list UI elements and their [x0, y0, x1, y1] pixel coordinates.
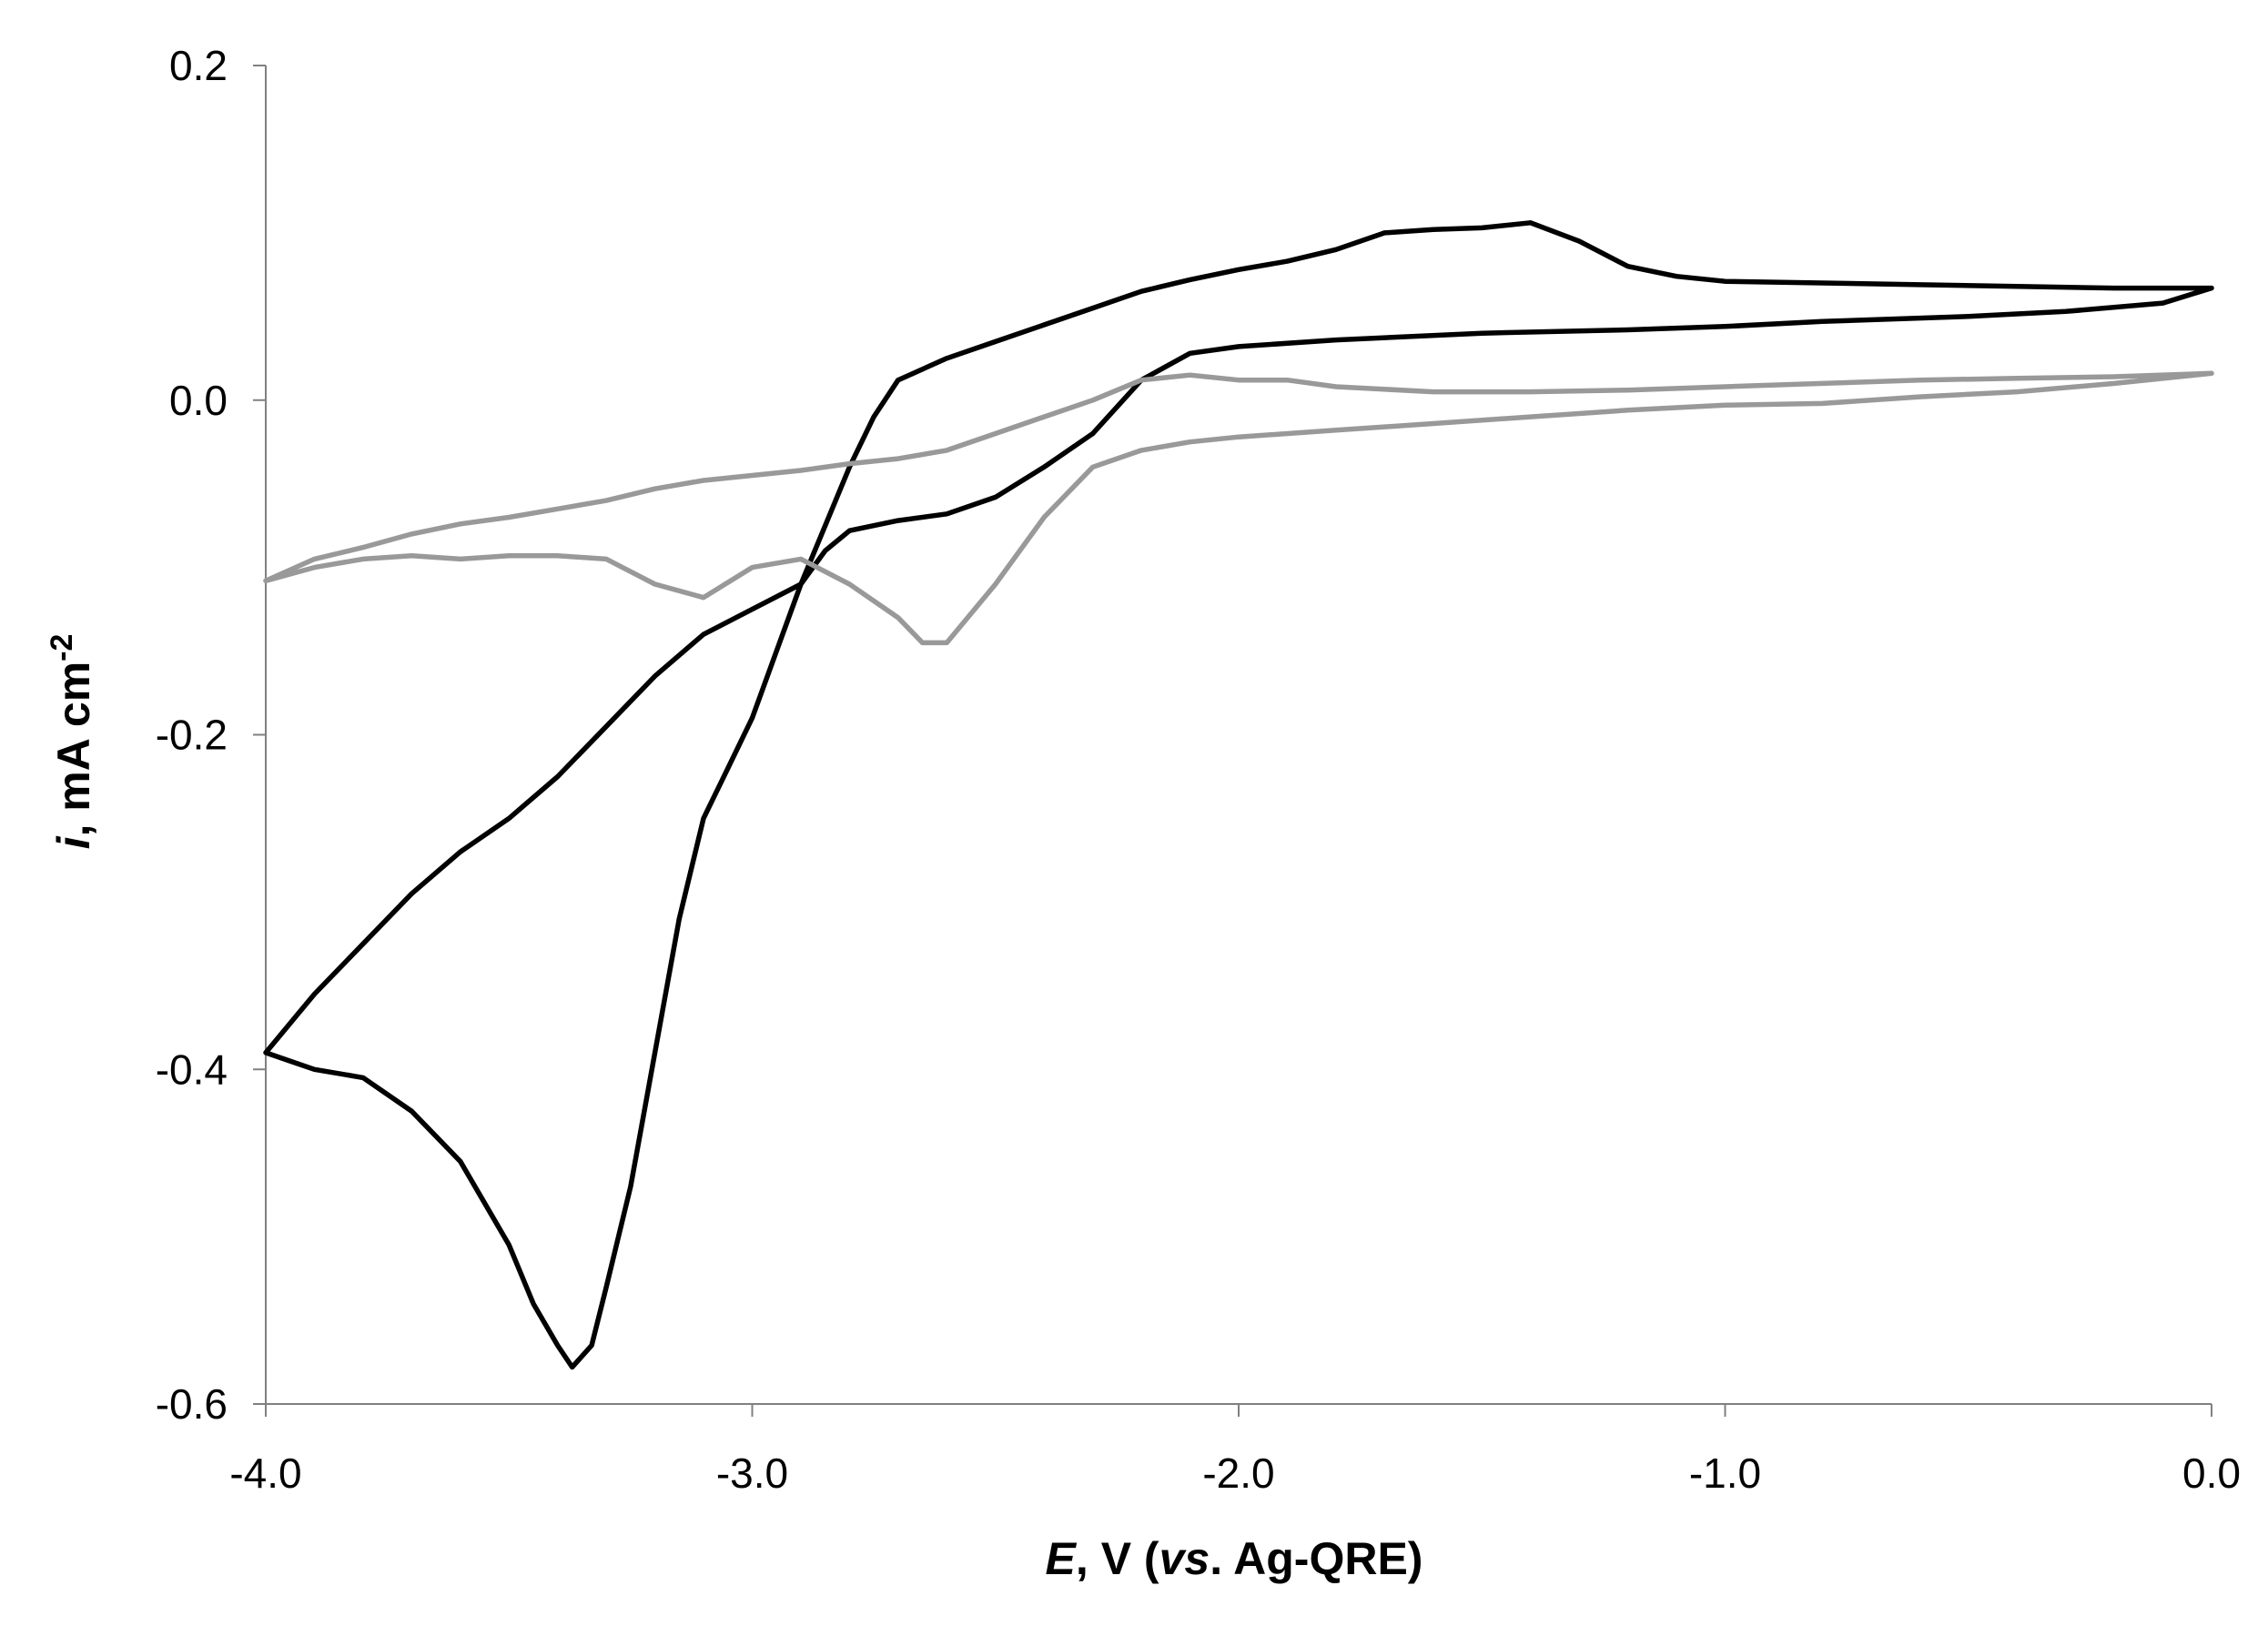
x-tick-label: -4.0 — [229, 1449, 301, 1497]
data-series — [263, 220, 2214, 1370]
x-tick-label: 0.0 — [2182, 1449, 2241, 1497]
x-axis-ticks: -4.0 -3.0 -2.0 -1.0 0.0 — [229, 1404, 2241, 1497]
y-tick-label: 0.2 — [169, 42, 228, 89]
x-axis-title-vs: vs — [1159, 1533, 1210, 1584]
x-axis-title-variable: E — [1046, 1533, 1078, 1584]
x-axis-title-reference: . Ag-QRE) — [1210, 1533, 1423, 1584]
black-voltammogram-line — [263, 220, 2214, 1370]
y-axis-title-variable: i — [48, 835, 99, 849]
y-axis-title-unit: , mA cm — [48, 662, 99, 837]
x-tick-label: -3.0 — [716, 1449, 788, 1497]
y-tick-label: 0.0 — [169, 377, 228, 424]
x-axis-title-unit: , V ( — [1076, 1533, 1159, 1584]
y-tick-label: -0.2 — [156, 712, 228, 759]
y-tick-label: -0.4 — [156, 1045, 228, 1093]
y-axis-title-exponent: -2 — [45, 634, 79, 662]
x-tick-label: -2.0 — [1202, 1449, 1274, 1497]
x-tick-label: -1.0 — [1689, 1449, 1761, 1497]
y-axis-ticks: -0.6 -0.4 -0.2 0.0 0.2 — [156, 42, 266, 1428]
grey-voltammogram-line — [263, 370, 2214, 646]
y-tick-label: -0.6 — [156, 1380, 228, 1428]
y-axis-title: i, mA cm-2 — [45, 634, 99, 850]
plot-area: -0.6 -0.4 -0.2 0.0 0.2 -4.0 -3.0 -2.0 -1.0 0.0 — [156, 42, 2241, 1497]
x-axis-title: E, V (vs. Ag-QRE) — [1046, 1533, 1423, 1584]
